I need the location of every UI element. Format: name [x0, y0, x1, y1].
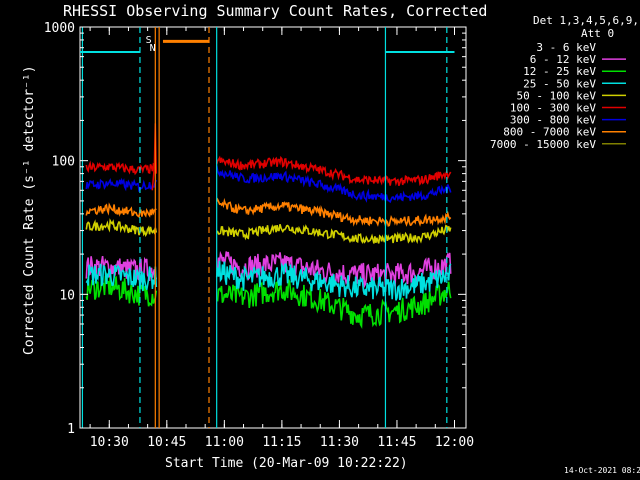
plot-frame	[79, 26, 467, 429]
legend-header-line-2: Att 0	[581, 27, 614, 40]
plot-area: SN	[79, 26, 467, 429]
x-tick-label-4: 11:30	[320, 435, 359, 450]
series-trace-7-part-1	[215, 197, 452, 229]
y-axis-label: Corrected Count Rate (s⁻¹ detector⁻¹)	[22, 65, 37, 355]
legend-label-7: 800 - 7000 keV	[503, 126, 596, 139]
series-trace-6-part-0	[85, 177, 158, 193]
x-tick-label-5: 11:45	[377, 435, 416, 450]
legend-label-4: 50 - 100 keV	[517, 89, 597, 102]
y-axis-ticks: 1 10 100 1000	[44, 21, 466, 437]
series-trace-2-part-0	[85, 272, 158, 307]
x-tick-label-0: 10:30	[90, 435, 129, 450]
series-trace-5-part-0	[85, 160, 157, 176]
series-trace-4-part-0	[85, 218, 158, 238]
series-trace-7-part-0	[85, 202, 157, 219]
legend-label-2: 12 - 25 keV	[523, 65, 596, 78]
series-trace-6-part-1	[215, 165, 452, 204]
legend-label-5: 100 - 300 keV	[510, 102, 596, 115]
y-tick-label-3: 1000	[44, 21, 75, 36]
chart-title: RHESSI Observing Summary Count Rates, Co…	[63, 2, 487, 20]
series-trace-4-part-1	[216, 223, 452, 244]
flag-letter-n: N	[150, 43, 156, 54]
series-trace-3-part-0	[85, 263, 158, 291]
y-tick-label-2: 100	[52, 155, 75, 170]
legend-label-8: 7000 - 15000 keV	[490, 138, 596, 151]
legend-label-6: 300 - 800 keV	[510, 114, 596, 127]
x-tick-label-3: 11:15	[262, 435, 301, 450]
x-tick-label-2: 11:00	[205, 435, 244, 450]
flag-letter-s: S	[146, 35, 152, 46]
y-tick-label-1: 10	[59, 288, 75, 303]
series-trace-5-part-1	[215, 155, 452, 187]
series-trace-3-part-1	[215, 260, 452, 301]
generation-timestamp: 14-Oct-2021 08:22	[564, 466, 640, 475]
legend-label-3: 25 - 50 keV	[523, 77, 596, 90]
x-tick-label-1: 10:45	[147, 435, 186, 450]
legend-label-1: 6 - 12 keV	[530, 53, 597, 66]
y-tick-label-0: 1	[67, 422, 75, 437]
legend-header-line-1: Det 1,3,4,5,6,9,	[533, 14, 639, 27]
x-tick-label-6: 12:00	[435, 435, 474, 450]
series-trace-2-part-1	[216, 279, 452, 330]
x-axis-ticks: 10:30 10:45 11:00 11:15 11:30 11:45 12:00	[89, 27, 474, 450]
legend-label-0: 3 - 6 keV	[536, 41, 596, 54]
x-axis-label: Start Time (20-Mar-09 10:22:22)	[165, 456, 408, 471]
